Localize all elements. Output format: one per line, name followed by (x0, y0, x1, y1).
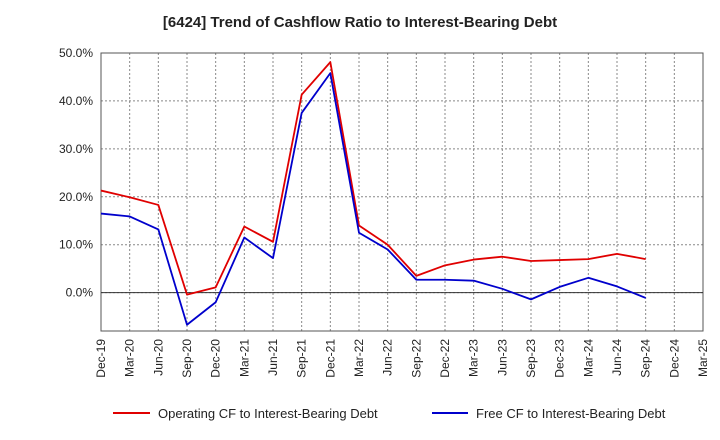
x-tick-label: Mar-25 (696, 339, 710, 377)
x-tick-label: Mar-23 (467, 339, 481, 377)
grid-lines (100, 52, 704, 331)
y-tick-label: 50.0% (59, 46, 93, 60)
x-tick-label: Dec-22 (438, 339, 452, 378)
free-cf-line (100, 72, 647, 326)
x-tick-label: Dec-20 (209, 339, 223, 378)
chart-title: [6424] Trend of Cashflow Ratio to Intere… (162, 14, 558, 31)
x-tick-label: Dec-23 (553, 339, 567, 378)
y-tick-label: 40.0% (59, 94, 93, 108)
y-tick-label: 20.0% (59, 190, 93, 204)
legend-label: Operating CF to Interest-Bearing Debt (158, 406, 378, 421)
x-tick-label: Jun-23 (495, 339, 509, 376)
series-lines (100, 61, 647, 326)
axes: 50.0% 40.0% 30.0% 20.0% 10.0% 0.0% Dec-19 Mar-2… (59, 46, 710, 378)
x-tick-label: Jun-20 (151, 339, 165, 376)
legend: Operating CF to Interest-Bearing Debt Fre… (113, 406, 666, 421)
x-tick-label: Sep-21 (295, 339, 309, 378)
y-tick-label: 30.0% (59, 142, 93, 156)
x-tick-label: Mar-20 (123, 339, 137, 377)
x-tick-label: Sep-20 (180, 339, 194, 378)
x-tick-label: Dec-24 (667, 339, 681, 378)
x-tick-label: Jun-22 (381, 339, 395, 376)
x-tick-label: Mar-24 (581, 339, 595, 377)
x-tick-label: Sep-24 (639, 339, 653, 378)
y-tick-label: 0.0% (66, 286, 94, 300)
x-tick-label: Sep-23 (524, 339, 538, 378)
x-tick-label: Jun-21 (266, 339, 280, 376)
plot-frame (100, 52, 704, 332)
legend-label: Free CF to Interest-Bearing Debt (476, 406, 666, 421)
x-tick-label: Dec-19 (94, 339, 108, 378)
x-tick-label: Mar-21 (237, 339, 251, 377)
x-tick-label: Mar-22 (352, 339, 366, 377)
x-tick-label: Jun-24 (610, 339, 624, 376)
y-tick-label: 10.0% (59, 238, 93, 252)
x-tick-label: Sep-22 (409, 339, 423, 378)
x-tick-label: Dec-21 (323, 339, 337, 378)
operating-cf-line (100, 61, 646, 296)
